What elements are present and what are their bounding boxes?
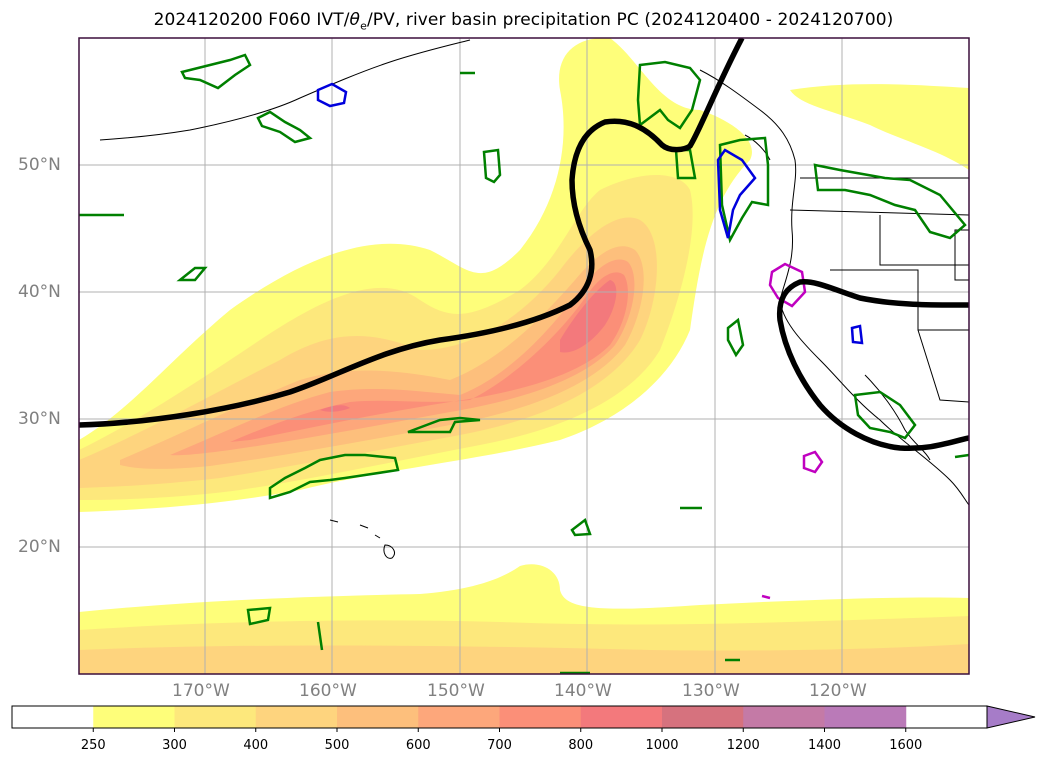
lon-label-160w: 160°W bbox=[299, 681, 357, 701]
magenta-contour-small bbox=[761, 594, 771, 600]
pv-contour-east bbox=[776, 279, 969, 452]
map-content bbox=[79, 38, 969, 674]
lon-label-150w: 150°W bbox=[427, 681, 485, 701]
ivt-north-yellow-patch bbox=[790, 84, 969, 170]
green-contour-south-west bbox=[246, 606, 272, 626]
green-contour-hawaii-north bbox=[407, 416, 481, 434]
blue-contours bbox=[316, 82, 864, 345]
colorbar-tick-label: 300 bbox=[162, 738, 187, 753]
blue-contour-aleutian bbox=[316, 82, 348, 108]
green-contour-south-mid bbox=[316, 621, 324, 651]
green-contours bbox=[79, 53, 969, 674]
aleutian-coastline bbox=[99, 39, 471, 141]
colorbar-tick-label: 1200 bbox=[726, 738, 760, 753]
colorbar-tick-label: 500 bbox=[324, 738, 350, 753]
lat-label-50: 50°N bbox=[18, 155, 61, 175]
map-frame bbox=[78, 37, 970, 675]
colorbar-tick-label: 1600 bbox=[889, 738, 923, 753]
state-borders-oregon bbox=[789, 209, 969, 216]
hawaii-islands bbox=[329, 519, 395, 559]
lon-label-120w: 120°W bbox=[809, 681, 867, 701]
magenta-contour-nor-cal bbox=[768, 262, 807, 308]
state-borders-california bbox=[830, 269, 969, 331]
green-contour-gulf-alaska bbox=[482, 148, 502, 184]
green-contour-west-pacific bbox=[176, 266, 208, 282]
blue-contour-bc bbox=[716, 148, 757, 239]
title-theta-subscript: e bbox=[360, 19, 367, 33]
pv-contour-main bbox=[79, 38, 745, 428]
state-borders-arizona bbox=[917, 329, 969, 403]
colorbar-tick-label: 1000 bbox=[645, 738, 679, 753]
title-prefix: 2024120200 F060 IVT/ bbox=[153, 10, 350, 30]
lat-label-20: 20°N bbox=[18, 537, 61, 557]
ivt-700-region bbox=[230, 272, 628, 442]
colorbar-tick-label: 400 bbox=[243, 738, 269, 753]
colorbar-tick-label: 600 bbox=[405, 738, 431, 753]
green-contour-bering bbox=[180, 53, 252, 90]
green-contour-aleutian bbox=[256, 110, 313, 144]
ivt-south-band-400 bbox=[79, 644, 969, 674]
lon-label-140w: 140°W bbox=[554, 681, 612, 701]
green-contour-baja bbox=[853, 390, 917, 440]
lat-label-40: 40°N bbox=[18, 282, 61, 302]
ivt-600-region bbox=[170, 259, 635, 456]
pv-contour bbox=[79, 38, 969, 452]
lon-label-130w: 130°W bbox=[682, 681, 740, 701]
colorbar-tick-label: 800 bbox=[568, 738, 594, 753]
vancouver-island bbox=[744, 134, 771, 161]
magenta-contours bbox=[761, 262, 824, 600]
plot-title: 2024120200 F060 IVT/θe/PV, river basin p… bbox=[0, 10, 1047, 32]
wa-border-box bbox=[954, 229, 969, 281]
green-contour-small-2 bbox=[726, 317, 745, 358]
blue-contour-california bbox=[850, 324, 864, 345]
colorbar-tick-label: 1400 bbox=[807, 738, 842, 753]
green-contour-central-pacific bbox=[268, 453, 400, 500]
colorbar-tick-label: 700 bbox=[487, 738, 512, 753]
title-theta: θ bbox=[349, 10, 361, 30]
state-borders-nevada bbox=[879, 215, 969, 266]
magenta-contour-baja bbox=[802, 450, 824, 474]
lat-label-30: 30°N bbox=[18, 409, 61, 429]
green-contour-small-1 bbox=[570, 517, 592, 537]
ivt-500-region bbox=[120, 246, 644, 469]
lon-label-170w: 170°W bbox=[172, 681, 230, 701]
title-suffix: /PV, river basin precipitation PC (20241… bbox=[366, 10, 894, 30]
green-contour-bc-coast bbox=[718, 136, 770, 244]
green-contour-us-northwest bbox=[813, 163, 967, 240]
green-contour-tiny-5 bbox=[954, 453, 969, 459]
colorbar-tick-label: 250 bbox=[80, 738, 106, 753]
baja-coastline bbox=[864, 374, 931, 461]
